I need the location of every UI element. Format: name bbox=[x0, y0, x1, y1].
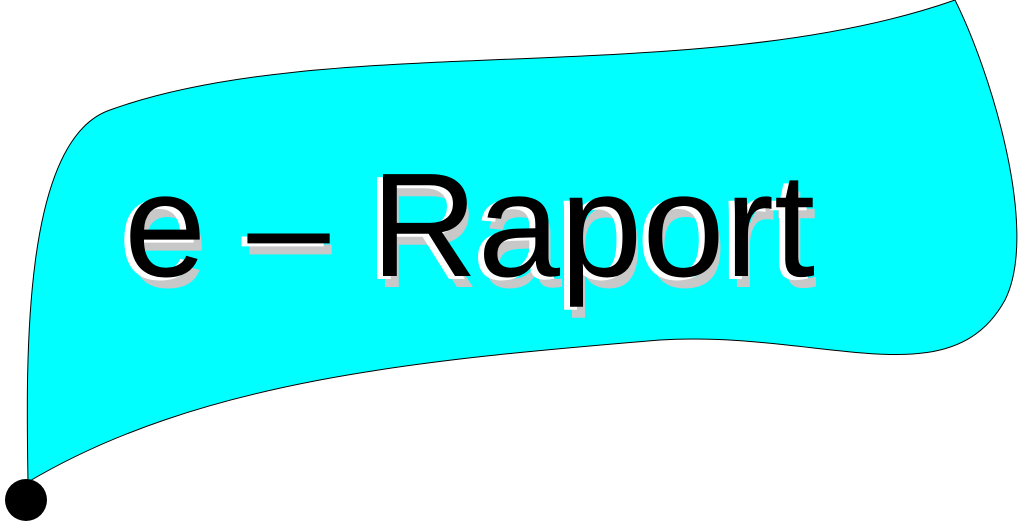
banner-title-highlight: e – Raport bbox=[118, 146, 809, 311]
banner-title: e – Raport e – Raport e – Raport bbox=[118, 143, 817, 319]
banner-anchor-dot bbox=[5, 479, 47, 521]
banner-title-shadow: e – Raport bbox=[126, 154, 817, 319]
banner-flag-shape bbox=[26, 0, 1018, 483]
banner-title-text: e – Raport bbox=[124, 143, 815, 308]
